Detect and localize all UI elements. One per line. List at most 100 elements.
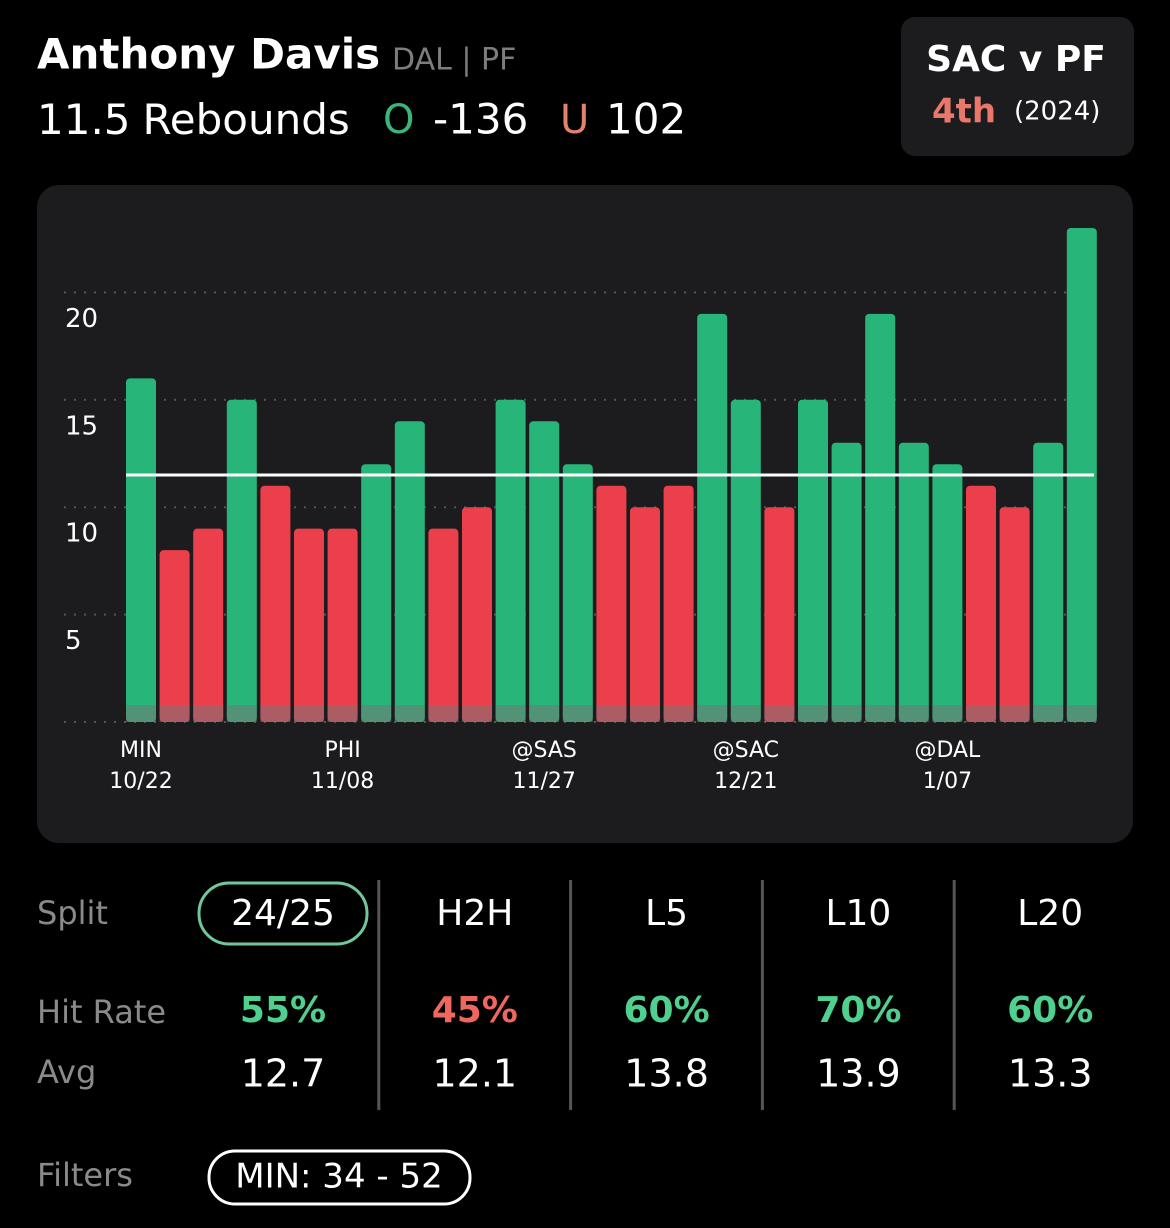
bar (730, 399, 761, 722)
y-tick-label: 5 (65, 626, 82, 656)
bar (361, 464, 392, 722)
bar (126, 378, 156, 722)
hit-rate: 45% (432, 990, 518, 1031)
matchup-rank: 4th (932, 92, 996, 132)
bar (394, 421, 425, 722)
matchup-box (901, 17, 1134, 156)
hit-rate: 55% (240, 990, 326, 1031)
bar-base (495, 705, 526, 722)
bar-base (462, 705, 492, 722)
bar (1033, 442, 1064, 722)
bar-base (596, 705, 627, 722)
x-tick-label: PHI (324, 738, 360, 763)
bar (630, 507, 660, 722)
split-name[interactable]: H2H (436, 893, 513, 934)
bar (327, 528, 358, 722)
bar (831, 442, 862, 722)
average: 13.3 (1008, 1052, 1093, 1096)
bar-base (562, 705, 593, 722)
bar-base (831, 705, 862, 722)
average: 13.9 (816, 1052, 901, 1096)
bar-base (294, 705, 324, 722)
x-tick-label: 11/27 (512, 769, 575, 794)
bar-base (327, 705, 358, 722)
y-tick-label: 20 (65, 304, 98, 334)
bar (697, 313, 728, 722)
filter-chip[interactable] (207, 1149, 472, 1206)
average: 12.1 (432, 1052, 517, 1096)
bar (798, 399, 828, 722)
bar-base (529, 705, 560, 722)
row-label: Avg (37, 1053, 96, 1091)
filter-chips: MIN: 34 - 52 (207, 1149, 472, 1206)
x-tick-label: 12/21 (714, 769, 777, 794)
split-name[interactable]: L5 (645, 893, 688, 934)
hit-rate: 60% (1007, 990, 1093, 1031)
bar (663, 485, 694, 722)
bar-base (159, 705, 190, 722)
row-label: Split (37, 894, 108, 932)
player-name: Anthony Davis (37, 30, 380, 79)
bar-base (697, 705, 728, 722)
bar (294, 528, 324, 722)
splits-table: Split Hit Rate Avg 24/25 55% 12.7 H2H 45% 12.1 L5… (37, 880, 1093, 1110)
x-tick-label: 1/07 (923, 769, 972, 794)
over-odds: -136 (433, 95, 528, 144)
bar-base (394, 705, 425, 722)
under-label: U (560, 97, 589, 143)
bar-base (764, 705, 795, 722)
average: 12.7 (241, 1052, 326, 1096)
over-label: O (383, 97, 414, 143)
bar-base (126, 705, 156, 722)
bar-base (193, 705, 224, 722)
bar-base (966, 705, 996, 722)
bar-base (898, 705, 929, 722)
bar-base (932, 705, 963, 722)
row-label: Hit Rate (37, 993, 166, 1031)
bar-base (1033, 705, 1064, 722)
selected-pill (197, 881, 369, 946)
matchup-title: SAC v PF (926, 39, 1106, 80)
stat: Rebounds (143, 95, 350, 144)
x-tick-label: 10/22 (109, 769, 172, 794)
bar (495, 399, 526, 722)
bar-base (630, 705, 660, 722)
filters-label: Filters (37, 1156, 133, 1194)
bar-base (226, 705, 257, 722)
x-tick-label: 11/08 (311, 769, 374, 794)
bar-chart: 5 10 15 20 MIN 10/22 PHI 11/08 @SAS 11/27 @SAC 12/2… (64, 227, 1102, 794)
x-tick-label: MIN (120, 738, 162, 763)
x-tick-label: @SAC (713, 738, 779, 763)
bar (865, 313, 896, 722)
split-name[interactable]: L10 (825, 893, 891, 934)
bar (462, 507, 492, 722)
bar (764, 507, 795, 722)
bar (159, 550, 190, 722)
bar (226, 399, 257, 722)
bar-base (999, 705, 1030, 722)
x-tick-label: @DAL (914, 738, 981, 763)
team-position: DAL | PF (392, 43, 516, 78)
bar (428, 528, 459, 722)
bar-base (361, 705, 392, 722)
bar-base (865, 705, 896, 722)
y-tick-label: 10 (65, 519, 98, 549)
bar (529, 421, 560, 722)
bar-base (1066, 705, 1097, 722)
bar (999, 507, 1030, 722)
split-name[interactable]: L20 (1017, 893, 1083, 934)
average: 13.8 (624, 1052, 709, 1096)
split-name[interactable]: 24/25 (231, 893, 335, 934)
filter-chip-label[interactable]: MIN: 34 - 52 (235, 1157, 442, 1197)
bar (193, 528, 224, 722)
y-tick-label: 15 (65, 411, 98, 441)
bar (562, 464, 593, 722)
matchup-season: (2024) (1014, 97, 1100, 127)
bar-base (730, 705, 761, 722)
line-value: 11.5 (37, 95, 131, 144)
hit-rate: 70% (815, 990, 901, 1031)
x-tick-label: @SAS (512, 738, 577, 763)
bar-base (428, 705, 459, 722)
hit-rate: 60% (624, 990, 710, 1031)
